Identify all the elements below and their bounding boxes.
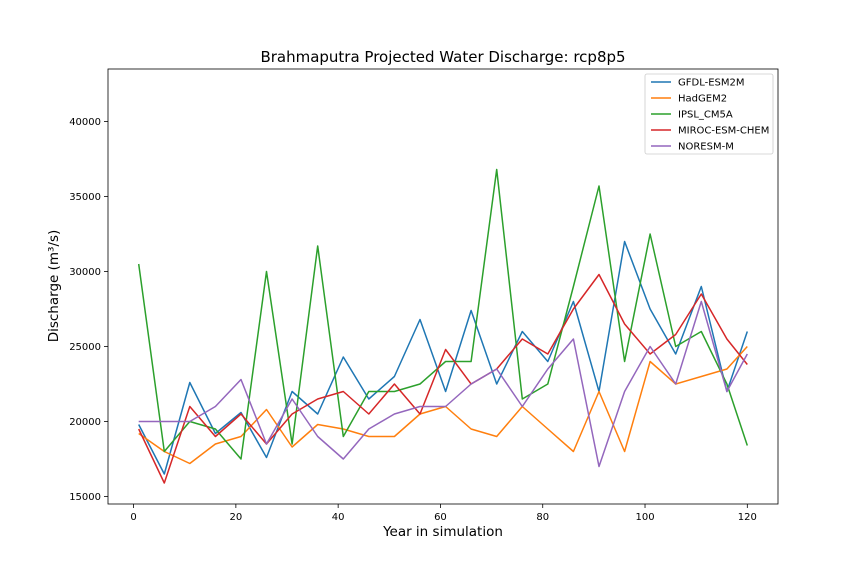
legend-label-3: MIROC-ESM-CHEM <box>678 126 769 137</box>
series-line-2 <box>137 168 749 460</box>
x-tick-label-3: 60 <box>434 512 447 523</box>
legend-label-4: NORESM-M <box>678 142 734 153</box>
legend: GFDL-ESM2M HadGEM2 IPSL_CM5A MIROC-ESM-CHEM… <box>644 73 774 155</box>
x-tick-label-6: 120 <box>738 512 757 523</box>
y-tick-label-4: 35000 <box>69 192 101 203</box>
series-line-4 <box>138 300 748 468</box>
y-tick-label-3: 30000 <box>69 267 101 278</box>
x-tick-label-0: 0 <box>130 512 136 523</box>
x-tick-label-4: 80 <box>536 512 549 523</box>
legend-label-0: GFDL-ESM2M <box>678 78 745 89</box>
legend-box <box>644 73 774 155</box>
x-tick-label-2: 40 <box>332 512 345 523</box>
plot-frame <box>107 68 779 505</box>
y-tick-label-5: 40000 <box>69 117 101 128</box>
x-axis-label: Year in simulation <box>382 524 503 540</box>
chart-title: Brahmaputra Projected Water Discharge: r… <box>260 48 625 66</box>
x-tick-label-1: 20 <box>229 512 242 523</box>
y-tick-label-1: 20000 <box>69 417 101 428</box>
y-tick-label-0: 15000 <box>69 492 101 503</box>
x-axis-ticks: 0 20 40 60 80 100 120 <box>130 504 757 523</box>
x-tick-label-5: 100 <box>635 512 654 523</box>
series-line-0 <box>138 240 749 475</box>
y-axis-label: Discharge (m³/s) <box>46 230 62 343</box>
series-layer <box>137 168 749 484</box>
y-axis-ticks: 15000 20000 25000 30000 35000 40000 <box>69 117 108 503</box>
y-tick-label-2: 25000 <box>69 342 101 353</box>
series-line-3 <box>138 273 748 484</box>
legend-label-2: IPSL_CM5A <box>678 110 733 121</box>
legend-label-1: HadGEM2 <box>678 94 727 105</box>
